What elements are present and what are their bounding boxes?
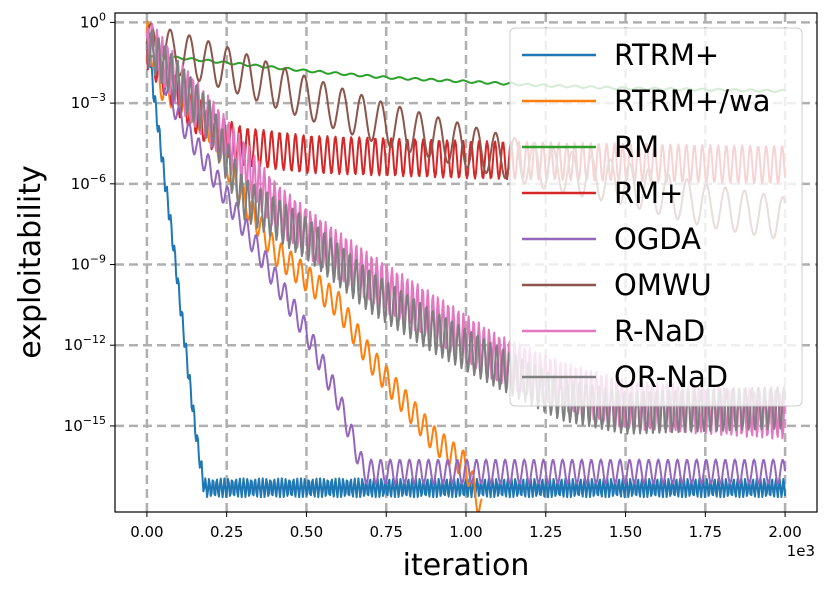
y-axis-label: exploitability (13, 165, 48, 358)
legend-label: RM (614, 130, 659, 164)
y-tick-label: 10−6 (71, 172, 106, 193)
x-tick-label: 0.00 (130, 523, 163, 541)
y-tick-exponent: −6 (90, 172, 106, 185)
y-tick-exponent: −3 (90, 91, 106, 104)
y-tick-base: 10 (80, 13, 99, 31)
y-tick-base: 10 (71, 175, 90, 193)
x-axis-offset-label: 1e3 (787, 542, 815, 560)
x-axis-label: iteration (403, 548, 530, 583)
x-tick-label: 1.75 (689, 523, 722, 541)
y-tick-base: 10 (64, 417, 83, 435)
x-tick-label: 1.25 (529, 523, 562, 541)
ticks: 0.00 0.25 0.50 0.75 1.00 1.25 1.50 1.75 2.001001… (64, 10, 802, 541)
x-tick-label: 2.00 (768, 523, 801, 541)
x-tick-label: 1.00 (449, 523, 482, 541)
y-tick-exponent: −12 (83, 333, 106, 346)
legend-label: R-NaD (614, 314, 705, 348)
y-tick-base: 10 (64, 336, 83, 354)
y-tick-exponent: −9 (90, 253, 106, 266)
y-tick-base: 10 (71, 256, 90, 274)
legend-label: OMWU (614, 268, 712, 302)
series-line-rtrm-wa (145, 20, 483, 512)
x-tick-label: 1.50 (609, 523, 642, 541)
y-tick-label: 10−15 (64, 414, 106, 435)
y-tick-label: 10−3 (71, 91, 106, 112)
y-tick-label: 10−9 (71, 253, 106, 274)
legend-box (509, 27, 803, 407)
y-tick-label: 10−12 (64, 333, 106, 354)
legend-label: OGDA (614, 222, 701, 256)
legend-label: RM+ (614, 176, 683, 210)
x-tick-label: 0.25 (210, 523, 243, 541)
series-line-ogda (145, 32, 787, 485)
legend-label: RTRM+/wa (614, 84, 770, 118)
legend-label: OR-NaD (614, 360, 728, 394)
series-line-or-nad (145, 29, 787, 435)
x-tick-label: 0.50 (290, 523, 323, 541)
y-tick-label: 100 (80, 10, 106, 31)
x-tick-label: 0.75 (370, 523, 403, 541)
y-tick-exponent: −15 (83, 414, 106, 427)
legend-label: RTRM+ (614, 38, 719, 72)
y-tick-base: 10 (71, 94, 90, 112)
legend: RTRM+ RTRM+/wa RM RM+ OGDA OMWU R-NaD OR-NaD (509, 27, 803, 407)
y-tick-exponent: 0 (99, 10, 106, 23)
